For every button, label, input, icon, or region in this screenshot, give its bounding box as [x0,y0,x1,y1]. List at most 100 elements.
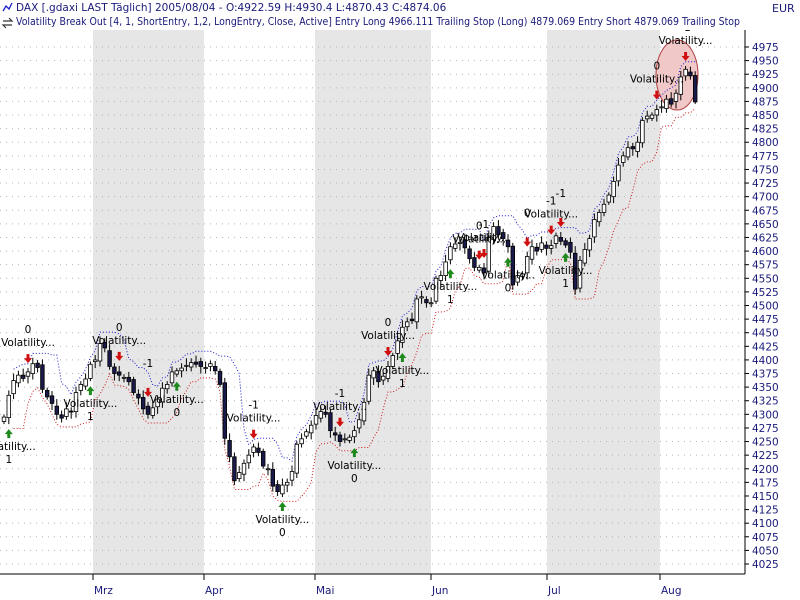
signal-value: 0 [505,283,512,295]
candle-body [337,434,343,442]
candle-body [145,405,151,415]
candle-body [270,468,275,487]
y-tick-label: 4275 [752,423,779,435]
month-stripe [547,30,660,574]
candle-body [150,407,155,416]
candle-body [659,106,664,109]
signal-value: -1 [143,358,153,370]
y-tick-label: 4975 [752,42,779,54]
up-arrow-icon [278,502,287,512]
candle-body [6,394,11,419]
signal-label: Volatility... [63,398,117,410]
long-signal: Volatility...1 [423,269,477,306]
candle-body [64,408,69,417]
candle-body [534,246,539,252]
y-tick-label: 4525 [752,287,779,299]
candle-body [654,109,659,116]
candle-body [400,326,405,343]
candle-body [251,446,256,453]
short-signal: Volatility...0 [630,61,684,100]
candle-body [496,226,501,236]
candle-body [611,181,616,198]
candle-body [438,275,443,281]
candle-body [117,371,122,376]
candle-body [424,299,429,304]
candle-body [78,384,83,391]
signal-value: 0 [25,324,32,336]
long-signal: Volatility...1 [0,429,36,466]
down-arrow-icon [475,250,484,260]
candle-body [73,392,79,413]
y-tick-label: 4725 [752,178,779,190]
candle-body [188,362,194,368]
signal-label: Volatility... [361,330,415,342]
candle-body [457,241,463,244]
candle-body [208,363,213,367]
signal-value: 0 [524,208,531,220]
candle-body [500,232,506,239]
candle-body [452,243,458,249]
candle-body [385,366,391,379]
candle-body [371,370,376,379]
candle-body [126,376,131,383]
candle-body [433,277,439,302]
candle-body [563,240,568,246]
down-arrow-icon [249,429,258,439]
y-tick-label: 4875 [752,96,779,108]
candle-body [260,450,266,467]
candle-body [232,456,237,482]
candle-body [265,468,271,471]
long-signal: Volatility...1 [375,352,429,390]
candle-body [164,384,170,390]
candle-body [69,410,74,413]
candle-body [1,416,7,422]
signal-label: Volatility... [313,401,367,413]
signal-value: -1 [479,219,489,231]
chart-title: DAX [.gdaxi LAST Täglich] 2005/08/04 - O… [16,2,447,14]
candle-body [645,115,650,120]
candle-body [669,98,674,105]
candle-body [462,239,467,249]
candle-body [587,238,592,251]
up-arrow-icon [4,429,13,439]
volatility-bands [13,61,696,502]
y-tick-label: 4575 [752,260,779,272]
short-signal: Volatility...0 [92,322,146,361]
candle-body [582,249,587,264]
y-tick-label: 4450 [752,328,779,340]
candle-body [544,244,549,249]
y-tick-label: 4250 [752,437,779,449]
y-tick-label: 4600 [752,246,779,258]
down-arrow-icon [384,347,392,357]
candle-body [160,387,165,403]
candle-body [443,261,448,276]
short-signal: Volatility...-1 [524,196,578,235]
signal-value: 0 [351,473,358,485]
candle-body [347,436,352,441]
candle-body [630,146,635,150]
candle-body [318,411,323,419]
y-tick-label: 4750 [752,164,779,176]
x-tick-label: Jul [547,585,561,597]
candle-body [107,350,112,367]
y-tick-label: 4200 [752,464,779,476]
candle-body [481,267,487,274]
x-tick-label: Aug [661,585,682,597]
y-tick-label: 4125 [752,505,779,517]
upper-band [13,61,696,462]
signal-label: Volatility... [481,270,535,282]
candle-body [246,454,251,464]
candle-body [419,296,424,299]
down-arrow-icon [523,237,532,247]
candle-body [328,412,333,432]
candle-body [476,267,482,271]
y-tick-label: 4900 [752,83,779,95]
candle-body [342,438,347,441]
long-signal: Volatility...0 [150,381,204,419]
candle-body [198,361,203,367]
short-signal: Volatility...-1 [457,219,511,259]
down-arrow-icon [652,90,661,100]
candle-body [332,432,338,436]
signal-value: 1 [562,278,569,290]
